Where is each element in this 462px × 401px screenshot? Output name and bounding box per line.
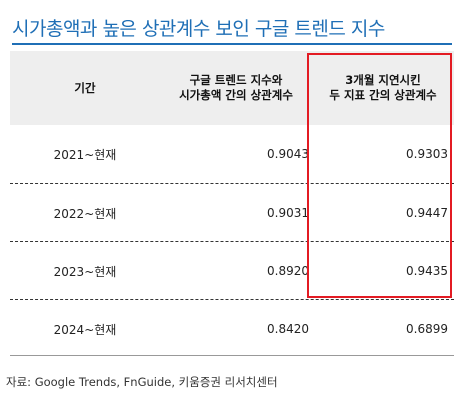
highlight-box <box>307 53 452 298</box>
cell-lag-correlation: 0.9447 <box>406 206 448 220</box>
header-lag-line2: 두 지표 간의 상관계수 <box>329 88 437 102</box>
table-row: 2024~현재 0.8420 0.6899 <box>10 301 454 357</box>
header-google-line2: 시가총액 간의 상관계수 <box>179 88 293 102</box>
page-title: 시가총액과 높은 상관계수 보인 구글 트렌드 지수 <box>12 18 385 40</box>
table-header: 기간 구글 트렌드 지수와 시가총액 간의 상관계수 3개월 지연시킨 두 지표… <box>10 51 454 125</box>
cell-period: 2024~현재 <box>53 322 117 337</box>
cell-google-correlation: 0.8920 <box>267 264 309 278</box>
row-divider <box>10 183 454 184</box>
cell-period: 2023~현재 <box>53 264 117 279</box>
row-divider <box>10 241 454 242</box>
cell-period: 2022~현재 <box>53 206 117 221</box>
header-lag-line1: 3개월 지연시킨 <box>345 73 421 87</box>
cell-lag-correlation: 0.6899 <box>406 322 448 336</box>
cell-lag-correlation: 0.9435 <box>406 264 448 278</box>
table-bottom-rule <box>10 355 454 356</box>
row-divider <box>10 299 454 300</box>
cell-google-correlation: 0.8420 <box>267 322 309 336</box>
cell-period: 2021~현재 <box>53 147 117 162</box>
table-row: 2023~현재 0.8920 0.9435 <box>10 243 454 299</box>
header-lag-correlation: 3개월 지연시킨 두 지표 간의 상관계수 <box>312 51 454 125</box>
source-note: 자료: Google Trends, FnGuide, 키움증권 리서치센터 <box>6 375 278 389</box>
title-underline <box>12 43 452 45</box>
cell-lag-correlation: 0.9303 <box>406 147 448 161</box>
table-row: 2021~현재 0.9043 0.9303 <box>10 126 454 182</box>
cell-google-correlation: 0.9031 <box>267 206 309 220</box>
table-row: 2022~현재 0.9031 0.9447 <box>10 185 454 241</box>
header-google-line1: 구글 트렌드 지수와 <box>189 73 283 87</box>
header-period: 기간 <box>74 80 96 95</box>
cell-google-correlation: 0.9043 <box>267 147 309 161</box>
header-google-correlation: 구글 트렌드 지수와 시가총액 간의 상관계수 <box>160 51 312 125</box>
